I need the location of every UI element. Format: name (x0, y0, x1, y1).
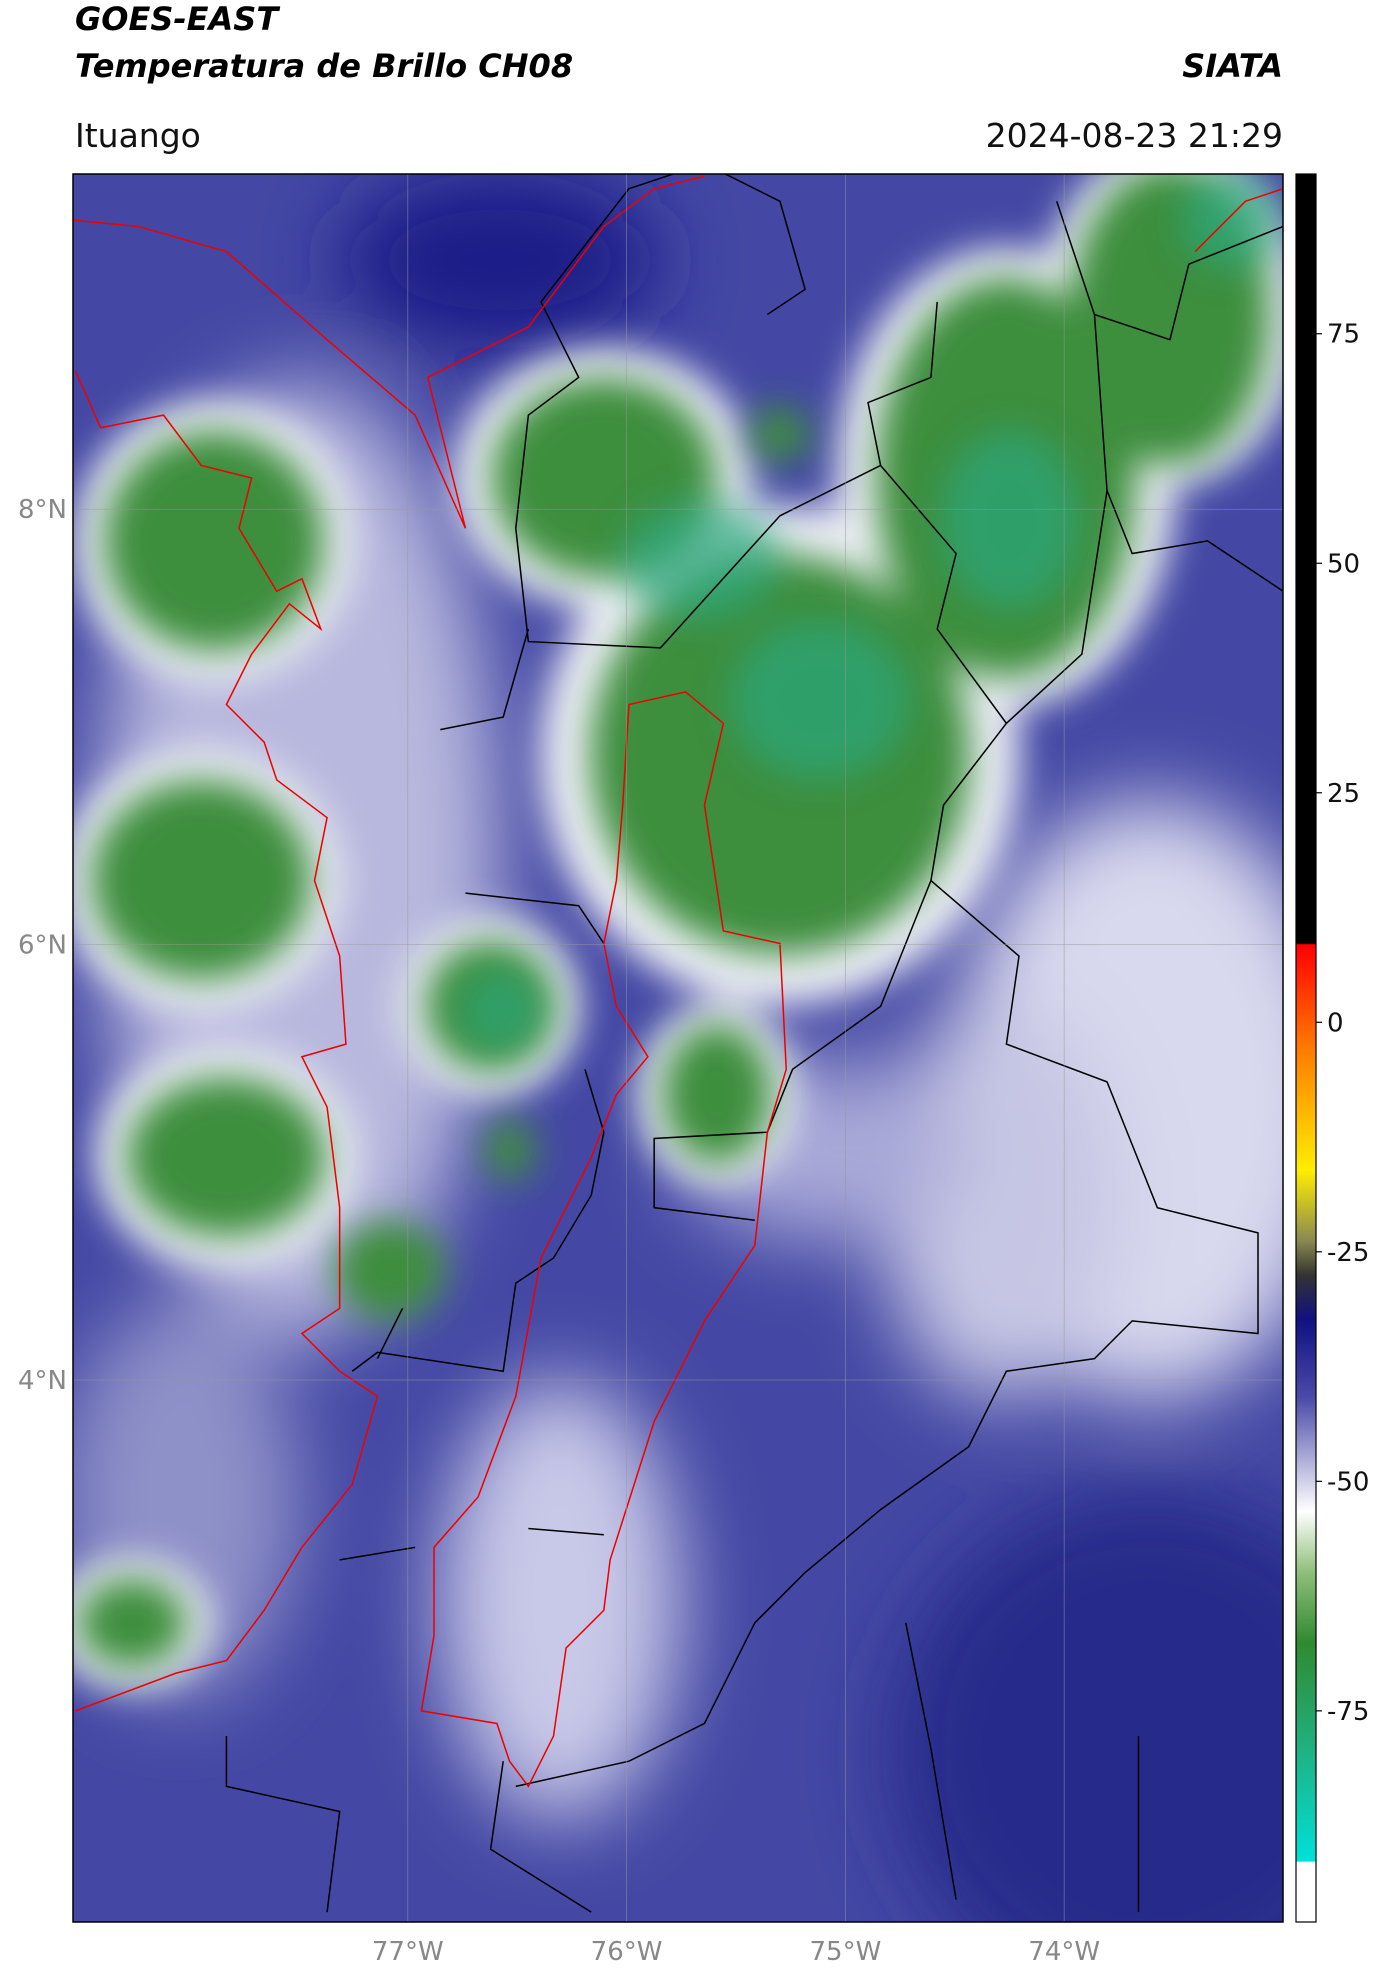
subtitle: Temperatura de Brillo CH08 (75, 47, 573, 85)
title: GOES-EAST (75, 0, 280, 38)
lon-label: 75°W (809, 1937, 881, 1967)
colorbar-label: 75 (1327, 320, 1360, 350)
datetime: 2024-08-23 21:29 (986, 116, 1283, 155)
satellite-image (73, 174, 1283, 1922)
lat-label: 6°N (18, 931, 67, 961)
location: Ituango (75, 116, 201, 155)
lon-label: 76°W (591, 1937, 663, 1967)
lat-label: 4°N (18, 1366, 67, 1396)
colorbar-label: -50 (1327, 1467, 1369, 1497)
lon-label: 74°W (1028, 1937, 1100, 1967)
colorbar-label: -25 (1327, 1238, 1369, 1268)
lon-label: 77°W (372, 1937, 444, 1967)
source: SIATA (1182, 47, 1283, 85)
map-frame (72, 173, 1284, 1923)
colorbar (1295, 173, 1317, 1923)
colorbar-label: 25 (1327, 779, 1360, 809)
lat-label: 8°N (18, 495, 67, 525)
colorbar-label: 50 (1327, 549, 1360, 579)
graticule (73, 174, 1283, 1922)
colorbar-label: 0 (1327, 1008, 1344, 1038)
colorbar-label: -75 (1327, 1697, 1369, 1727)
